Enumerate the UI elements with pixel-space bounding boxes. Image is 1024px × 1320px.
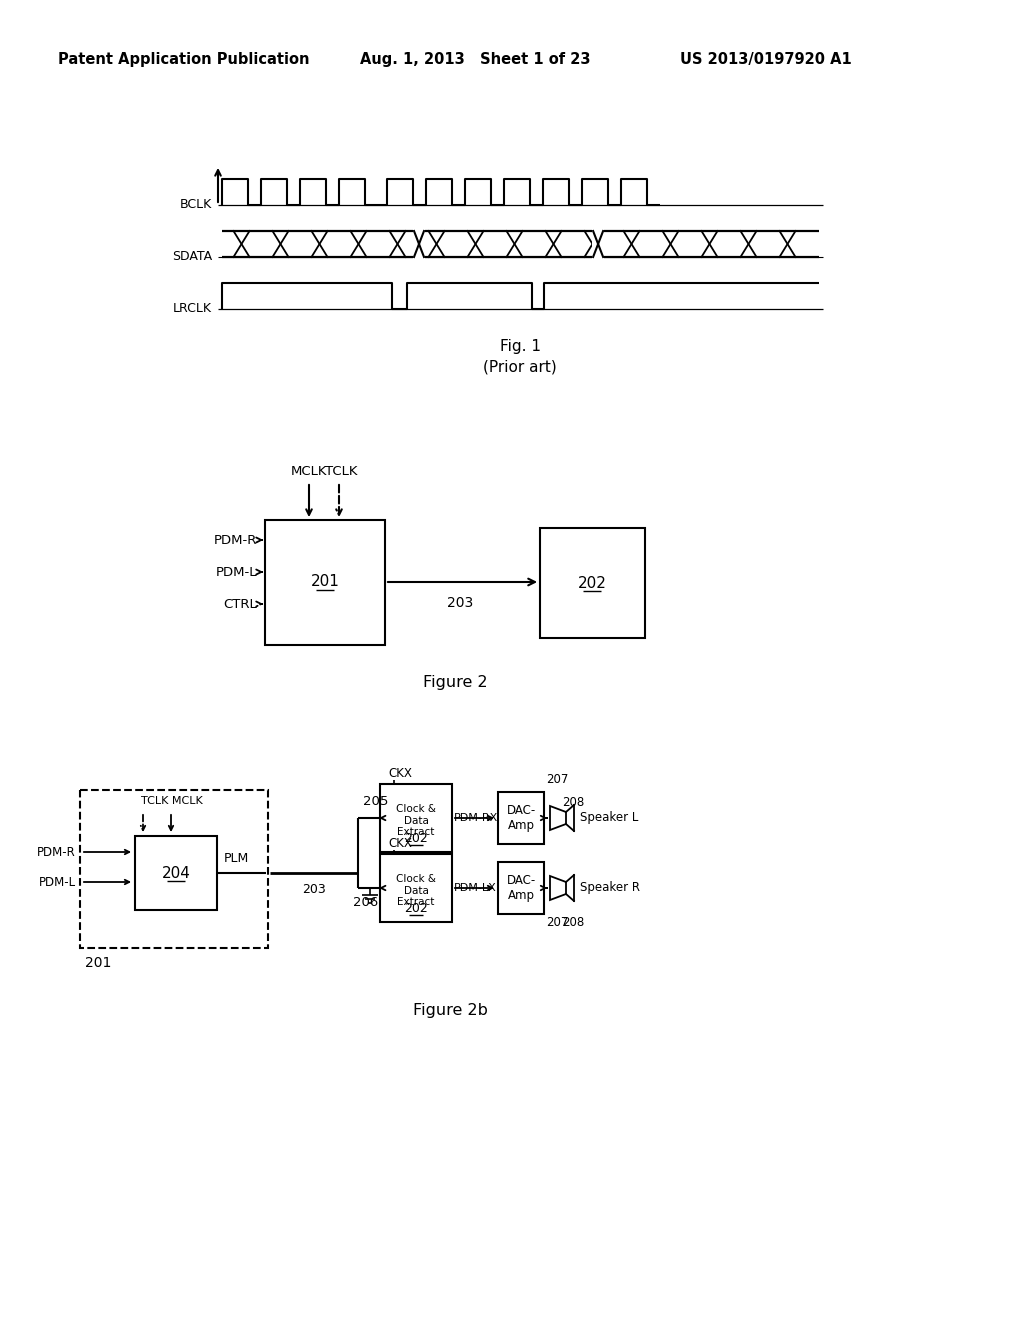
Text: 207: 207 [546,774,568,785]
Bar [413,228,425,259]
Text: MCLK: MCLK [291,465,328,478]
Bar [80,789,268,948]
Text: 205: 205 [362,795,388,808]
Text: DAC-
Amp: DAC- Amp [507,874,536,902]
Bar [592,228,604,259]
Text: 202: 202 [404,832,428,845]
Text: 202: 202 [578,576,606,590]
Text: CKX: CKX [388,837,412,850]
Bar [498,792,544,843]
Text: BCLK: BCLK [180,198,212,211]
Text: PDM-L: PDM-L [215,565,257,578]
Text: PDM-LX: PDM-LX [454,883,497,894]
Text: 201: 201 [310,574,339,590]
Text: 206: 206 [353,896,378,909]
Text: Clock &
Data
Extract: Clock & Data Extract [396,874,436,907]
Text: TCLK: TCLK [325,465,357,478]
Text: CTRL: CTRL [223,598,257,610]
Text: Clock &
Data
Extract: Clock & Data Extract [396,804,436,837]
Text: Patent Application Publication: Patent Application Publication [58,51,309,67]
Text: 208: 208 [562,916,585,929]
Bar [135,836,217,909]
Text: PDM-L: PDM-L [39,875,76,888]
Text: PDM-R: PDM-R [214,533,257,546]
Text: 207: 207 [546,916,568,929]
Text: 204: 204 [162,866,190,880]
Text: DAC-
Amp: DAC- Amp [507,804,536,832]
Text: Speaker R: Speaker R [580,882,640,895]
Text: PDM-R: PDM-R [37,846,76,858]
Bar [380,784,452,851]
Text: Figure 2: Figure 2 [423,675,487,690]
Bar [265,520,385,645]
Bar [540,528,645,638]
Text: Speaker L: Speaker L [580,812,638,825]
Text: SDATA: SDATA [172,251,212,264]
Text: PLM: PLM [223,851,249,865]
Text: Fig. 1: Fig. 1 [500,339,541,354]
Bar [498,862,544,913]
Text: 201: 201 [85,956,112,970]
Text: PDM-RX: PDM-RX [454,813,499,822]
Text: CKX: CKX [388,767,412,780]
Text: Aug. 1, 2013   Sheet 1 of 23: Aug. 1, 2013 Sheet 1 of 23 [360,51,591,67]
Text: (Prior art): (Prior art) [483,359,557,374]
Text: LRCLK: LRCLK [173,302,212,315]
Text: 202: 202 [404,902,428,915]
Text: Figure 2b: Figure 2b [413,1003,487,1018]
Text: 203: 203 [302,883,326,896]
Text: US 2013/0197920 A1: US 2013/0197920 A1 [680,51,852,67]
Text: 208: 208 [562,796,585,809]
Bar [380,854,452,921]
Text: 203: 203 [447,597,473,610]
Text: TCLK MCLK: TCLK MCLK [141,796,203,807]
